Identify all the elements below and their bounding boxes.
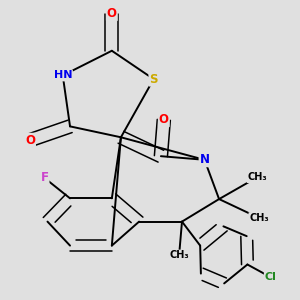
Text: O: O — [159, 113, 169, 126]
Text: Cl: Cl — [265, 272, 277, 282]
Text: O: O — [107, 7, 117, 20]
Text: N: N — [200, 153, 209, 166]
Text: CH₃: CH₃ — [248, 172, 267, 182]
Text: F: F — [40, 172, 49, 184]
Text: CH₃: CH₃ — [249, 213, 269, 223]
Text: S: S — [149, 73, 158, 85]
Text: CH₃: CH₃ — [169, 250, 189, 260]
Text: HN: HN — [53, 70, 72, 80]
Text: O: O — [25, 134, 35, 147]
